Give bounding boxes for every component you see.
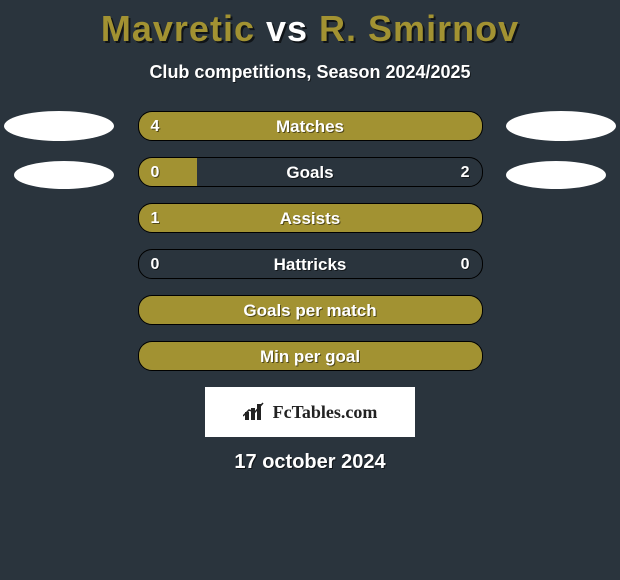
logo-inner: FcTables.com [243,402,378,423]
player-a-name: Mavretic [101,8,255,49]
stat-row: Goals per match [138,295,483,325]
stat-row: 4 Matches [138,111,483,141]
stat-label: Goals [139,158,482,187]
stat-row: 0 Hattricks 0 [138,249,483,279]
date-line: 17 october 2024 [0,451,620,474]
bar-chart-icon [243,402,267,422]
avatar-placeholder-left-bottom [14,161,114,189]
stat-label: Min per goal [139,342,482,371]
logo-text: FcTables.com [273,402,378,423]
subtitle: Club competitions, Season 2024/2025 [0,62,620,83]
stat-row: 1 Assists [138,203,483,233]
avatar-placeholder-right-bottom [506,161,606,189]
stat-label: Goals per match [139,296,482,325]
comparison-chart: 4 Matches 0 Goals 2 1 Assists 0 Hattrick… [0,111,620,371]
stat-row: Min per goal [138,341,483,371]
stat-row: 0 Goals 2 [138,157,483,187]
stat-value-right: 2 [461,158,470,187]
avatar-placeholder-right-top [506,111,616,141]
logo-box: FcTables.com [205,387,415,437]
stat-label: Hattricks [139,250,482,279]
avatar-placeholder-left-top [4,111,114,141]
player-b-name: R. Smirnov [319,8,519,49]
stat-label: Assists [139,204,482,233]
comparison-title: Mavretic vs R. Smirnov [0,0,620,50]
vs-text: vs [266,8,308,49]
stat-value-right: 0 [461,250,470,279]
stat-label: Matches [139,112,482,141]
